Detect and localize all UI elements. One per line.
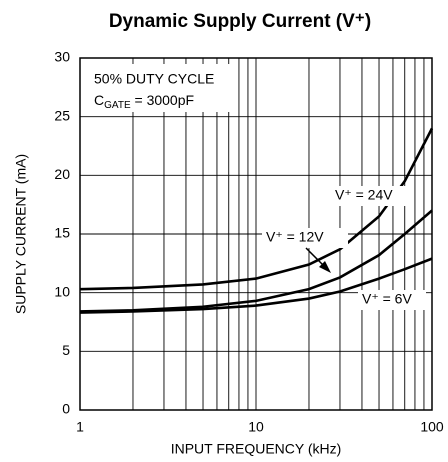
y-tick-label: 0 — [62, 401, 70, 417]
series-label: V⁺ = 6V — [362, 291, 412, 307]
label-bg — [331, 186, 411, 206]
series-label: V⁺ = 12V — [266, 229, 324, 245]
y-tick-label: 25 — [54, 107, 70, 123]
y-tick-label: 15 — [54, 225, 70, 241]
y-tick-label: 20 — [54, 166, 70, 182]
annotation-box — [86, 64, 230, 112]
chart-title: Dynamic Supply Current (V⁺) — [109, 11, 371, 32]
annotation: CGATE = 3000pF — [94, 92, 194, 111]
arrow-head — [319, 261, 331, 273]
annotation-part: = 3000pF — [131, 92, 194, 108]
annotation-part: GATE — [104, 100, 131, 111]
label-bg — [262, 228, 348, 248]
plot-frame — [79, 57, 433, 411]
x-tick-label: 1 — [76, 419, 84, 435]
y-tick-label: 5 — [62, 342, 70, 358]
curve — [79, 209, 433, 313]
annotation-part: C — [94, 92, 104, 108]
x-axis-label: INPUT FREQUENCY (kHz) — [171, 441, 342, 457]
x-tick-label: 100 — [420, 419, 444, 435]
curve — [79, 257, 433, 314]
y-tick-label: 30 — [54, 49, 70, 65]
y-axis-label: SUPPLY CURRENT (mA) — [13, 154, 29, 314]
series-label: V⁺ = 24V — [335, 187, 393, 203]
annotation: 50% DUTY CYCLE — [94, 71, 214, 87]
y-tick-label: 10 — [54, 283, 70, 299]
x-tick-label: 10 — [248, 419, 264, 435]
label-bg — [358, 290, 426, 310]
